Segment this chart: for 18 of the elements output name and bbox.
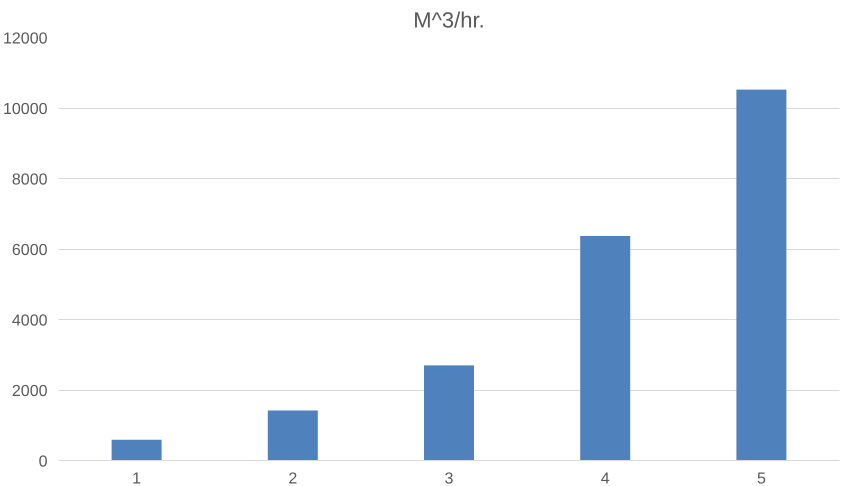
x-tick-label: 2 [288, 470, 298, 486]
bar [580, 236, 630, 460]
y-tick-label: 10000 [3, 101, 48, 118]
bar [268, 410, 318, 460]
x-tick-label: 1 [132, 470, 142, 486]
x-tick-label: 5 [756, 470, 766, 486]
bar [736, 90, 786, 460]
y-tick-label: 0 [38, 454, 48, 470]
x-tick-label: 3 [444, 470, 454, 486]
y-tick-label: 12000 [3, 30, 48, 48]
y-tick-label: 4000 [12, 312, 48, 330]
bar [424, 365, 474, 460]
bar [112, 440, 162, 460]
y-tick-label: 6000 [12, 242, 48, 259]
x-tick-label: 4 [600, 470, 610, 486]
chart-title: M^3/hr. [413, 8, 485, 32]
y-tick-label: 8000 [12, 172, 48, 188]
y-tick-label: 2000 [12, 383, 48, 400]
